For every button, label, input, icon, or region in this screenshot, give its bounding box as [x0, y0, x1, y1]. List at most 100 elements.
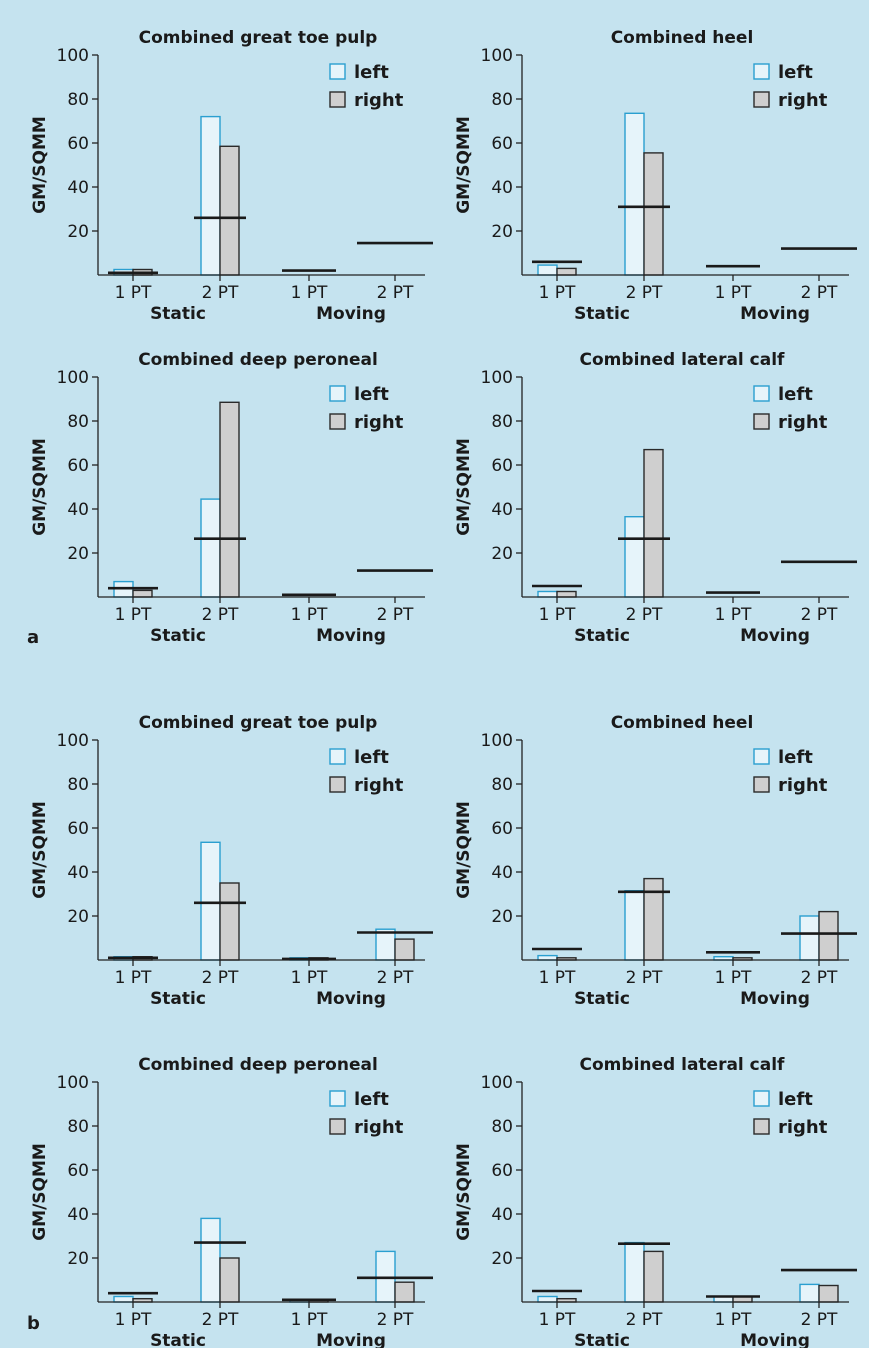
group-label: Moving — [316, 626, 386, 646]
y-tick-label: 100 — [57, 46, 89, 66]
x-tick-label: 2 PT — [377, 605, 414, 625]
bar-left — [113, 1295, 134, 1303]
legend-label-right: right — [778, 412, 828, 433]
legend-label-right: right — [778, 775, 828, 796]
panel-label-b: b — [27, 1313, 40, 1334]
legend-swatch-left — [753, 385, 770, 402]
legend-label-left: left — [778, 1089, 813, 1110]
legend-swatch-right — [329, 413, 346, 430]
legend-label-left: left — [354, 62, 389, 83]
group-label: Static — [150, 304, 206, 324]
y-tick-label: 40 — [67, 863, 89, 883]
bar-left — [799, 1283, 820, 1303]
x-tick-label: 1 PT — [539, 605, 576, 625]
legend-swatch-right — [753, 91, 770, 108]
x-tick-label: 1 PT — [715, 1310, 752, 1330]
legend-label-right: right — [778, 1117, 828, 1138]
chart-title: Combined great toe pulp — [139, 713, 378, 733]
x-tick-label: 1 PT — [115, 605, 152, 625]
x-tick-label: 2 PT — [202, 283, 239, 303]
x-tick-label: 1 PT — [715, 283, 752, 303]
bar-left — [200, 1217, 221, 1303]
bar-left — [537, 590, 558, 598]
y-tick-label: 100 — [481, 46, 513, 66]
bar-right — [818, 910, 839, 961]
x-tick-label: 2 PT — [801, 283, 838, 303]
y-tick-label: 20 — [67, 907, 89, 927]
legend-label-left: left — [354, 384, 389, 405]
y-tick-label: 100 — [481, 731, 513, 751]
x-tick-label: 2 PT — [377, 968, 414, 988]
y-tick-label: 80 — [491, 90, 513, 110]
chart-title: Combined heel — [611, 28, 754, 48]
y-tick-label: 20 — [67, 544, 89, 564]
bar-left — [200, 115, 221, 276]
y-tick-label: 100 — [57, 1073, 89, 1093]
x-tick-label: 2 PT — [626, 1310, 663, 1330]
x-tick-label: 2 PT — [626, 968, 663, 988]
group-label: Moving — [316, 989, 386, 1009]
x-tick-label: 1 PT — [539, 283, 576, 303]
bar-right — [394, 1281, 415, 1303]
x-tick-label: 1 PT — [291, 283, 328, 303]
chart-7: Combined deep peroneal GM/SQMM 20 40 60 80 100… — [30, 1055, 433, 1348]
y-axis-label: GM/SQMM — [30, 438, 50, 536]
y-tick-label: 60 — [491, 134, 513, 154]
group-label: Moving — [740, 989, 810, 1009]
group-label: Static — [574, 989, 630, 1009]
y-tick-label: 80 — [67, 412, 89, 432]
legend-swatch-left — [753, 63, 770, 80]
legend-label-left: left — [778, 747, 813, 768]
y-tick-label: 80 — [67, 90, 89, 110]
y-tick-label: 20 — [491, 544, 513, 564]
bar-left — [200, 841, 221, 961]
y-tick-label: 80 — [67, 775, 89, 795]
y-tick-label: 80 — [491, 1117, 513, 1137]
y-tick-label: 100 — [57, 731, 89, 751]
legend-swatch-right — [329, 776, 346, 793]
bar-left — [537, 1295, 558, 1303]
y-tick-label: 20 — [491, 907, 513, 927]
bar-left — [537, 954, 558, 961]
y-tick-label: 100 — [481, 1073, 513, 1093]
y-tick-label: 60 — [67, 456, 89, 476]
x-tick-label: 2 PT — [801, 968, 838, 988]
bar-right — [818, 1284, 839, 1303]
y-axis-label: GM/SQMM — [454, 438, 474, 536]
bar-right — [219, 401, 240, 598]
x-tick-label: 2 PT — [626, 605, 663, 625]
group-label: Moving — [316, 1331, 386, 1348]
x-tick-label: 2 PT — [801, 605, 838, 625]
x-tick-label: 2 PT — [202, 1310, 239, 1330]
x-tick-label: 2 PT — [202, 968, 239, 988]
bar-left — [537, 264, 558, 276]
y-tick-label: 40 — [491, 500, 513, 520]
bar-left — [624, 890, 645, 961]
chart-title: Combined great toe pulp — [139, 28, 378, 48]
group-label: Static — [150, 1331, 206, 1348]
y-tick-label: 40 — [491, 1205, 513, 1225]
y-tick-label: 60 — [67, 819, 89, 839]
x-tick-label: 1 PT — [539, 1310, 576, 1330]
legend-swatch-right — [329, 91, 346, 108]
panel-label-a: a — [27, 627, 39, 648]
bar-left — [375, 928, 396, 961]
y-axis-label: GM/SQMM — [454, 801, 474, 899]
bar-right — [556, 267, 577, 276]
y-tick-label: 40 — [67, 500, 89, 520]
bar-right — [643, 152, 664, 276]
x-tick-label: 1 PT — [115, 968, 152, 988]
bar-right — [394, 938, 415, 961]
legend-swatch-left — [753, 748, 770, 765]
chart-title: Combined lateral calf — [580, 350, 786, 370]
legend-label-right: right — [354, 1117, 404, 1138]
chart-2: Combined heel GM/SQMM 20 40 60 80 100 1 PT 2 PT 1… — [454, 28, 857, 324]
y-tick-label: 40 — [491, 178, 513, 198]
legend-label-left: left — [778, 384, 813, 405]
y-axis-label: GM/SQMM — [30, 1143, 50, 1241]
bar-left — [624, 516, 645, 598]
y-tick-label: 20 — [67, 222, 89, 242]
group-label: Moving — [316, 304, 386, 324]
legend-swatch-left — [329, 63, 346, 80]
y-tick-label: 60 — [491, 1161, 513, 1181]
